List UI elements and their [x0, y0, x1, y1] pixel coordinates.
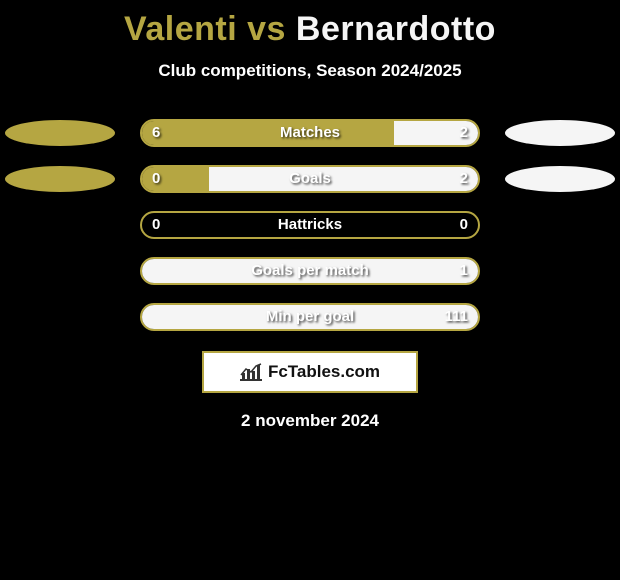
brand-text: FcTables.com — [268, 362, 380, 382]
brand-badge: FcTables.com — [202, 351, 418, 393]
stat-label: Matches — [142, 121, 478, 145]
stat-row: 111Min per goal — [0, 303, 620, 331]
stat-bar: 00Hattricks — [140, 211, 480, 239]
player2-name: Bernardotto — [296, 10, 496, 48]
stat-row: 00Hattricks — [0, 211, 620, 239]
date-text: 2 november 2024 — [0, 411, 620, 431]
stats-container: 62Matches 02Goals 00Hattricks 1Goals per ma… — [0, 119, 620, 331]
chart-icon — [240, 363, 262, 381]
stat-bar: 111Min per goal — [140, 303, 480, 331]
player1-ellipse — [5, 120, 115, 146]
subtitle: Club competitions, Season 2024/2025 — [0, 61, 620, 81]
stat-label: Min per goal — [142, 305, 478, 329]
vs-separator: vs — [247, 10, 286, 48]
player1-name: Valenti — [124, 10, 237, 48]
player2-ellipse — [505, 120, 615, 146]
player2-ellipse — [505, 166, 615, 192]
stat-row: 1Goals per match — [0, 257, 620, 285]
stat-label: Hattricks — [142, 213, 478, 237]
stat-bar: 1Goals per match — [140, 257, 480, 285]
stat-label: Goals — [142, 167, 478, 191]
stat-bar: 02Goals — [140, 165, 480, 193]
stat-row: 62Matches — [0, 119, 620, 147]
comparison-title: Valenti vs Bernardotto — [0, 0, 620, 49]
stat-label: Goals per match — [142, 259, 478, 283]
stat-row: 02Goals — [0, 165, 620, 193]
player1-ellipse — [5, 166, 115, 192]
stat-bar: 62Matches — [140, 119, 480, 147]
